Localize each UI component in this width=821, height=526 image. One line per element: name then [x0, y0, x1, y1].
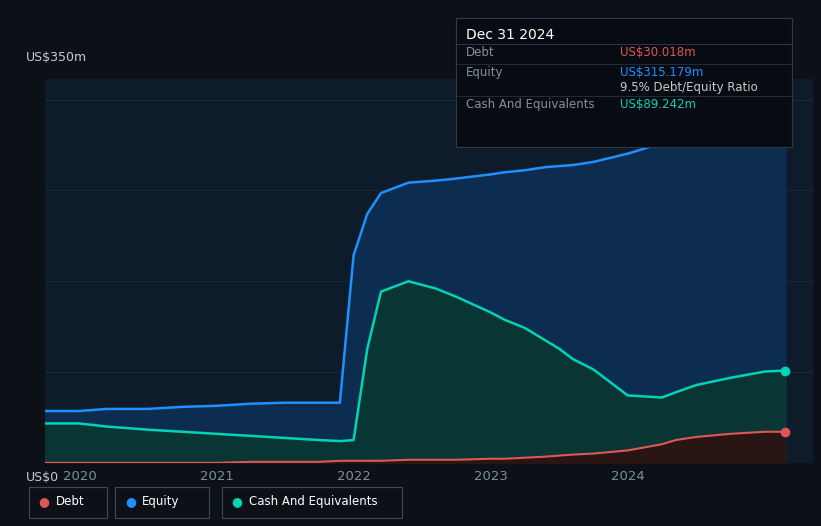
- Text: Equity: Equity: [466, 66, 503, 79]
- Text: US$350m: US$350m: [26, 50, 87, 64]
- Text: US$89.242m: US$89.242m: [620, 98, 696, 112]
- Text: 9.5% Debt/Equity Ratio: 9.5% Debt/Equity Ratio: [620, 81, 758, 94]
- Text: Debt: Debt: [56, 495, 85, 508]
- Text: US$0: US$0: [26, 471, 59, 483]
- Text: Debt: Debt: [466, 46, 494, 59]
- Text: Cash And Equivalents: Cash And Equivalents: [466, 98, 594, 112]
- Text: Cash And Equivalents: Cash And Equivalents: [249, 495, 378, 508]
- Text: US$30.018m: US$30.018m: [620, 46, 695, 59]
- Text: ●: ●: [125, 495, 135, 508]
- Text: US$315.179m: US$315.179m: [620, 66, 704, 79]
- Text: ●: ●: [232, 495, 242, 508]
- Text: Dec 31 2024: Dec 31 2024: [466, 28, 553, 42]
- Text: ●: ●: [39, 495, 49, 508]
- Text: Equity: Equity: [142, 495, 180, 508]
